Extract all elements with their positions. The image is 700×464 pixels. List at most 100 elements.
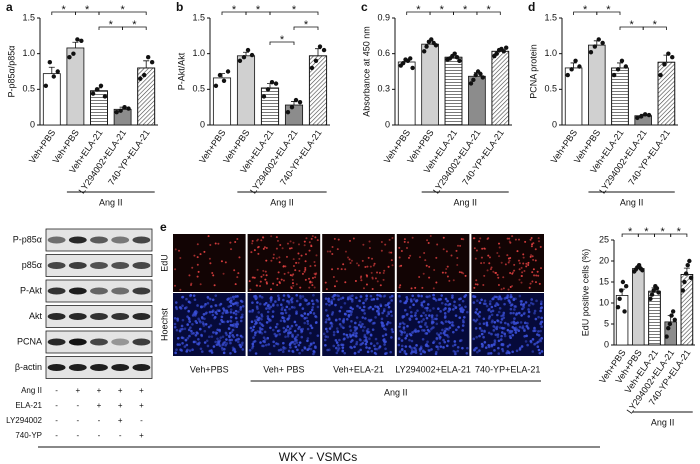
cell: [336, 267, 339, 270]
cell: [213, 284, 216, 287]
cell: [223, 347, 226, 351]
cell: [337, 298, 340, 301]
data-point: [569, 67, 574, 72]
blot-band: [47, 313, 66, 320]
cell: [406, 324, 409, 328]
cell: [380, 317, 384, 321]
cell: [399, 284, 402, 287]
y-tick-label: 0: [385, 119, 390, 129]
cell: [309, 280, 312, 283]
cell: [447, 339, 450, 343]
cell: [295, 299, 299, 303]
treatment-sign: +: [139, 431, 144, 440]
cell: [336, 294, 339, 297]
treatment-sign: +: [139, 386, 144, 395]
cell: [222, 272, 225, 275]
data-point: [682, 279, 687, 285]
cell: [251, 301, 254, 304]
cell: [364, 342, 368, 346]
cell: [238, 343, 242, 347]
data-point: [433, 43, 439, 48]
row-label: Hoechst: [159, 308, 169, 342]
cell: [446, 275, 449, 278]
cell: [407, 241, 410, 244]
blot-band: [132, 364, 151, 371]
cell: [421, 286, 424, 289]
cell: [322, 332, 326, 336]
cell: [446, 299, 449, 303]
cell: [403, 240, 406, 243]
cell: [196, 256, 199, 259]
cell: [213, 316, 216, 320]
cell: [401, 321, 405, 325]
cell: [435, 350, 438, 354]
cell: [490, 332, 493, 336]
cell: [178, 343, 181, 346]
cell: [196, 304, 199, 307]
cell: [239, 308, 242, 311]
cell: [324, 335, 328, 338]
cell: [295, 293, 299, 297]
cell: [511, 333, 515, 337]
cell: [447, 320, 450, 323]
y-axis-label: PCNA protein: [528, 44, 538, 99]
cell: [490, 266, 493, 269]
cell: [185, 343, 189, 347]
cell: [295, 312, 298, 315]
cell: [291, 282, 294, 285]
cell: [186, 336, 190, 340]
cell: [427, 330, 431, 333]
cell: [255, 284, 258, 287]
cell: [260, 315, 264, 318]
cell: [327, 318, 331, 321]
cell: [331, 268, 334, 271]
cell: [387, 305, 391, 309]
cell: [446, 265, 449, 268]
cell: [220, 315, 224, 319]
cell: [281, 316, 285, 320]
cell: [181, 342, 184, 345]
cell: [284, 265, 287, 268]
significance-label: *: [644, 226, 649, 238]
cell: [210, 305, 213, 308]
bar-hatch: [680, 274, 694, 346]
cell: [379, 304, 383, 308]
cell: [365, 283, 368, 286]
cell: [475, 308, 479, 311]
cell: [198, 319, 201, 323]
cell: [336, 349, 340, 352]
cell: [451, 321, 454, 324]
footer: WKY - VSMCs: [279, 450, 357, 464]
group-label: Ang II: [384, 387, 408, 397]
cell: [276, 277, 279, 280]
cell: [369, 294, 373, 298]
cell: [379, 294, 383, 298]
significance-label: *: [61, 4, 66, 16]
cell: [366, 265, 369, 268]
cell: [454, 314, 458, 317]
cell: [265, 321, 269, 324]
y-tick-label: 25: [599, 234, 609, 244]
cell: [426, 239, 429, 242]
micrograph: [322, 234, 395, 292]
cell: [454, 306, 458, 309]
cell: [174, 268, 177, 271]
cell: [452, 349, 456, 353]
cell: [443, 340, 447, 344]
cell: [256, 330, 259, 333]
cell: [431, 318, 434, 322]
data-point: [658, 72, 663, 78]
cell: [332, 333, 336, 337]
cell: [388, 295, 392, 299]
cell: [258, 321, 262, 325]
cell: [255, 305, 259, 309]
cell: [426, 306, 429, 310]
cell: [404, 308, 407, 312]
cell: [518, 325, 522, 329]
significance-label: *: [120, 4, 125, 16]
cell: [209, 243, 212, 246]
cell: [288, 307, 291, 311]
treatment-sign: +: [75, 386, 80, 395]
cell: [356, 304, 359, 308]
data-point: [400, 60, 406, 66]
